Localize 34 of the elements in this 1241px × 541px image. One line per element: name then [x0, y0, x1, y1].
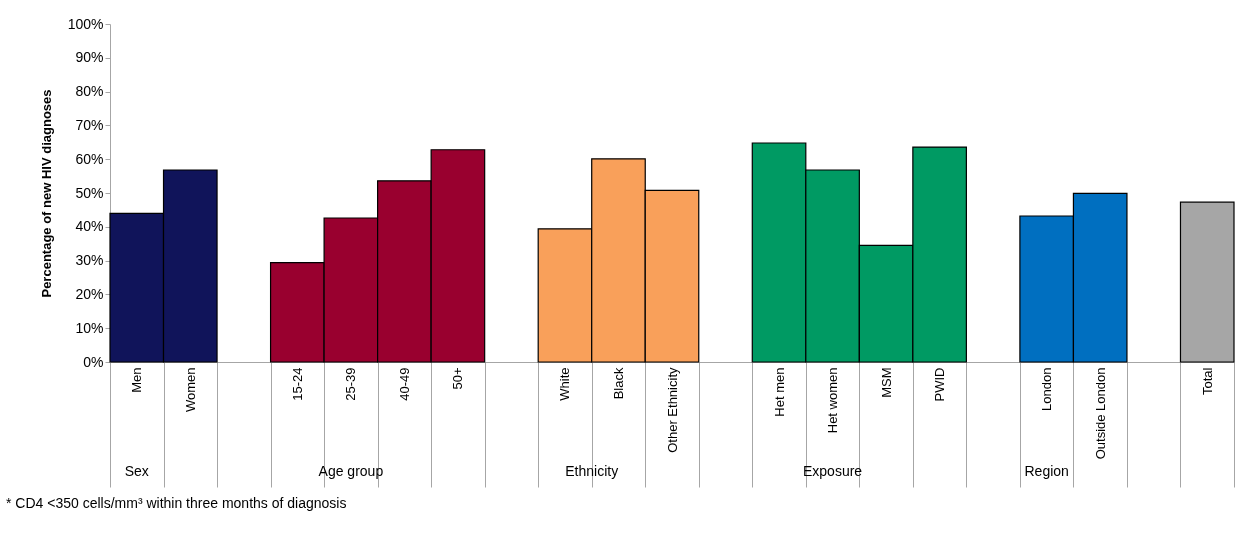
x-tick-label: Het men — [771, 367, 787, 417]
text: Age group — [318, 463, 384, 479]
x-tick-label: Total — [1199, 367, 1215, 395]
text: Exposure — [802, 463, 863, 479]
y-tick-label: 40% — [75, 218, 104, 235]
y-tick-label: 100% — [67, 15, 104, 32]
x-tick-label: 40-49 — [396, 367, 412, 401]
x-tick-label: Outside London — [1092, 367, 1108, 460]
y-axis-title: Percentage of new HIV diagnoses — [38, 89, 54, 298]
x-tick-label: PWID — [932, 367, 948, 402]
y-tick-label: 50% — [75, 184, 104, 201]
text: Region — [1024, 463, 1069, 479]
x-tick-label: MSM — [878, 367, 894, 398]
text: Ethnicity — [565, 463, 619, 479]
text: * CD4 <350 cells/mm³ within three months of diagnosis — [6, 495, 347, 511]
x-tick-label: White — [557, 367, 573, 401]
y-tick-label: 80% — [75, 83, 104, 100]
x-tick-label: 15-24 — [289, 367, 305, 401]
x-tick-label: Black — [610, 367, 626, 400]
x-tick-label: 25-39 — [343, 367, 359, 401]
y-tick-label: 20% — [75, 285, 104, 302]
text: Sex — [124, 463, 149, 479]
x-tick-label: Het women — [825, 367, 841, 434]
y-tick-label: 60% — [75, 150, 104, 167]
x-tick-label: 50+ — [450, 367, 466, 390]
x-tick-label: London — [1039, 367, 1055, 411]
y-tick-label: 30% — [75, 252, 104, 269]
y-tick-label: 90% — [75, 49, 104, 66]
y-tick-label: 70% — [75, 116, 104, 133]
x-tick-label: Women — [182, 367, 198, 413]
x-tick-label: Men — [129, 367, 145, 393]
y-tick-label: 0% — [83, 353, 104, 370]
y-tick-label: 10% — [75, 319, 104, 336]
x-tick-label: Other Ethnicity — [664, 367, 680, 453]
